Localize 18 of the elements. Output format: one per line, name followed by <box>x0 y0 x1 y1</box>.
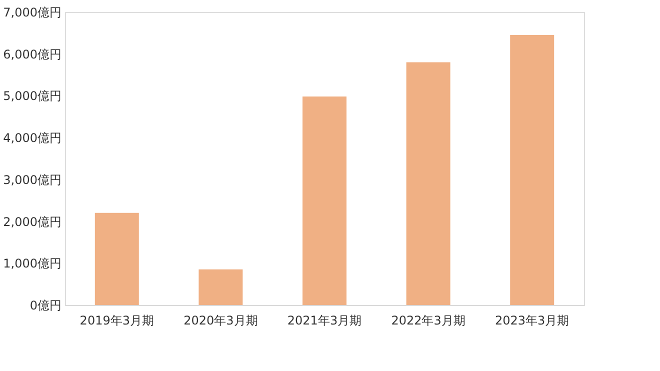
x-tick-label: 2021年3月期 <box>287 314 362 328</box>
bar <box>510 35 554 305</box>
y-tick-label: 5,000億円 <box>3 89 62 104</box>
x-tick-label: 2020年3月期 <box>184 314 258 328</box>
x-tick-label: 2022年3月期 <box>391 314 466 328</box>
bar <box>302 96 346 305</box>
x-tick-label: 2019年3月期 <box>80 314 154 328</box>
x-tick-label: 2023年3月期 <box>495 314 570 328</box>
y-tick-label: 1,000億円 <box>3 256 62 271</box>
y-tick-label: 4,000億円 <box>3 131 62 146</box>
bar <box>406 62 450 305</box>
bar <box>94 212 139 305</box>
y-tick-label: 6,000億円 <box>3 47 62 62</box>
y-tick-label: 2,000億円 <box>3 214 62 229</box>
y-tick-label: 7,000億円 <box>3 6 62 20</box>
y-tick-label: 3,000億円 <box>3 172 62 187</box>
bar <box>198 269 243 305</box>
y-tick-label: 0億円 <box>30 298 62 312</box>
